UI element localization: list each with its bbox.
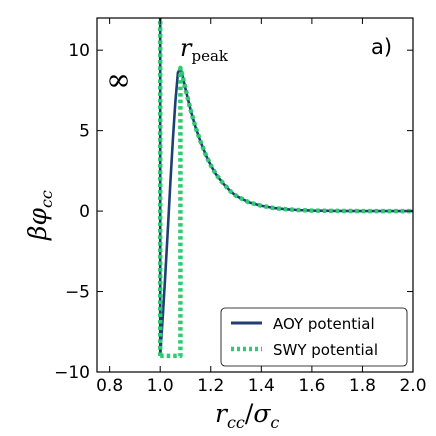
y-tick-label: 10 [68, 41, 90, 61]
x-tick-label: 1.0 [147, 376, 174, 396]
y-tick-label: −10 [54, 363, 90, 383]
x-tick-label: 1.6 [298, 376, 325, 396]
swy-series-line [160, 65, 413, 359]
plot-frame [96, 17, 414, 373]
tick-layer: 0.8 1.0 1.2 1.4 1.6 1.8 2.0 −10 −5 0 5 10 [54, 18, 427, 396]
series-layer [157, 18, 413, 359]
legend-frame [220, 307, 408, 367]
peak-annotation-main: r [180, 34, 193, 62]
x-axis-label-slash: / [245, 399, 254, 428]
x-axis-label-sub1: cc [227, 413, 245, 432]
y-tick-label: −5 [65, 283, 90, 303]
y-tick-label: 5 [79, 122, 90, 142]
x-tick-label: 2.0 [399, 376, 426, 396]
legend-label-swy: SWY potential [273, 341, 378, 359]
legend-label-aoy: AOY potential [273, 315, 375, 333]
x-tick-label: 1.4 [248, 376, 275, 396]
y-tick-label: 0 [79, 202, 90, 222]
y-axis-label: βφcc [23, 190, 56, 241]
y-axis-label-sub: cc [37, 190, 56, 208]
x-tick-label: 0.8 [96, 376, 123, 396]
peak-annotation-sub: peak [191, 47, 228, 65]
infinity-annotation: ∞ [106, 63, 131, 98]
x-axis-label-main: r [215, 399, 229, 428]
x-tick-label: 1.2 [197, 376, 224, 396]
x-tick-label: 1.8 [349, 376, 376, 396]
x-axis-label-sub2: c [270, 413, 279, 432]
x-axis-label: rcc/σc [215, 399, 279, 432]
panel-label: a) [371, 35, 392, 59]
peak-annotation: rpeak [180, 34, 229, 65]
x-axis-label-main2: σ [253, 399, 271, 428]
y-axis-label-main: βφ [23, 208, 52, 241]
legend: AOY potential SWY potential [220, 307, 408, 367]
